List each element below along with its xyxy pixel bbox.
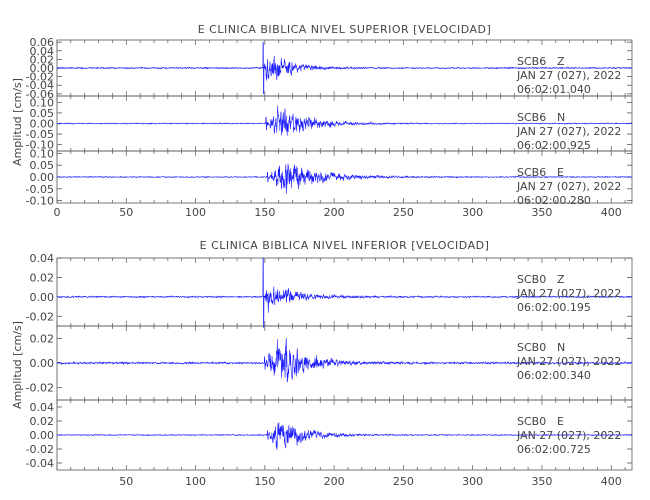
y-tick-label: -0.02: [26, 310, 54, 323]
y-tick-label: 0.02: [30, 332, 55, 345]
time-label: 06:02:00.725: [517, 443, 591, 456]
y-tick-label: 0.05: [30, 159, 55, 172]
x-tick-label: 300: [462, 475, 483, 488]
x-tick-label: 100: [185, 206, 206, 219]
y-tick-label: 0.05: [30, 107, 55, 120]
time-label: 06:02:00.195: [517, 301, 591, 314]
x-tick-label: 150: [254, 206, 275, 219]
x-tick-label: 100: [185, 475, 206, 488]
component-label: Z: [557, 55, 565, 68]
x-tick-label: 250: [393, 206, 414, 219]
component-label: N: [557, 341, 565, 354]
station-label: SCB0: [517, 273, 546, 286]
y-tick-label: -0.02: [26, 71, 54, 84]
waveform-trace: [56, 105, 633, 136]
y-tick-label: -0.10: [26, 195, 54, 208]
y-tick-label: 0.02: [30, 271, 55, 284]
component-label: Z: [557, 273, 565, 286]
x-tick-label: 50: [119, 206, 133, 219]
y-tick-label: -0.02: [26, 443, 54, 456]
y-tick-label: 0.10: [30, 147, 55, 160]
station-label: SCB0: [517, 341, 546, 354]
waveform-trace: [56, 163, 633, 194]
time-label: 06:02:00.280: [517, 194, 591, 207]
time-label: 06:02:01.040: [517, 83, 591, 96]
date-label: JAN 27 (027), 2022: [516, 69, 621, 82]
time-label: 06:02:00.340: [517, 369, 591, 382]
waveform-trace: [56, 422, 633, 450]
x-tick-label: 350: [531, 475, 552, 488]
station-label: SCB0: [517, 415, 546, 428]
y-tick-label: 0.00: [30, 62, 55, 75]
station-label: SCB6: [517, 111, 546, 124]
y-tick-label: 0.04: [30, 401, 55, 414]
y-tick-label: -0.06: [26, 88, 54, 101]
y-tick-label: -0.05: [26, 128, 54, 141]
chart-title: E CLINICA BIBLICA NIVEL SUPERIOR [VELOCI…: [198, 23, 492, 36]
x-tick-label: 400: [601, 475, 622, 488]
component-label: E: [557, 415, 564, 428]
x-tick-label: 0: [54, 206, 61, 219]
station-label: SCB6: [517, 55, 546, 68]
x-tick-label: 200: [324, 206, 345, 219]
x-tick-label: 300: [462, 206, 483, 219]
time-label: 06:02:00.925: [517, 139, 591, 152]
y-tick-label: 0.00: [30, 291, 55, 304]
waveform-trace: [56, 41, 633, 95]
date-label: JAN 27 (027), 2022: [516, 125, 621, 138]
y-tick-label: 0.00: [30, 171, 55, 184]
date-label: JAN 27 (027), 2022: [516, 180, 621, 193]
y-tick-label: -0.04: [26, 457, 54, 470]
y-axis-label: Amplitud [cm/s]: [11, 78, 24, 166]
x-tick-label: 350: [531, 206, 552, 219]
y-axis-label: Amplitud [cm/s]: [11, 321, 24, 409]
x-tick-label: 250: [393, 475, 414, 488]
date-label: JAN 27 (027), 2022: [516, 429, 621, 442]
y-tick-label: -0.04: [26, 79, 54, 92]
y-tick-label: 0.10: [30, 96, 55, 109]
y-tick-label: 0.04: [30, 45, 55, 58]
x-tick-label: 200: [324, 475, 345, 488]
x-tick-label: 400: [601, 206, 622, 219]
waveform-trace: [56, 338, 633, 383]
y-tick-label: -0.05: [26, 183, 54, 196]
component-label: N: [557, 111, 565, 124]
y-tick-label: 0.00: [30, 357, 55, 370]
y-tick-label: 0.04: [30, 252, 55, 265]
y-tick-label: 0.00: [30, 118, 55, 131]
y-tick-label: 0.06: [30, 36, 55, 49]
date-label: JAN 27 (027), 2022: [516, 287, 621, 300]
x-tick-label: 150: [254, 475, 275, 488]
date-label: JAN 27 (027), 2022: [516, 355, 621, 368]
component-label: E: [557, 166, 564, 179]
waveform-trace: [56, 257, 633, 328]
station-label: SCB6: [517, 166, 546, 179]
y-tick-label: 0.00: [30, 429, 55, 442]
y-tick-label: -0.02: [26, 382, 54, 395]
y-tick-label: -0.10: [26, 139, 54, 152]
y-tick-label: 0.02: [30, 415, 55, 428]
x-tick-label: 50: [119, 475, 133, 488]
chart-title: E CLINICA BIBLICA NIVEL INFERIOR [VELOCI…: [200, 239, 490, 252]
y-tick-label: 0.02: [30, 53, 55, 66]
